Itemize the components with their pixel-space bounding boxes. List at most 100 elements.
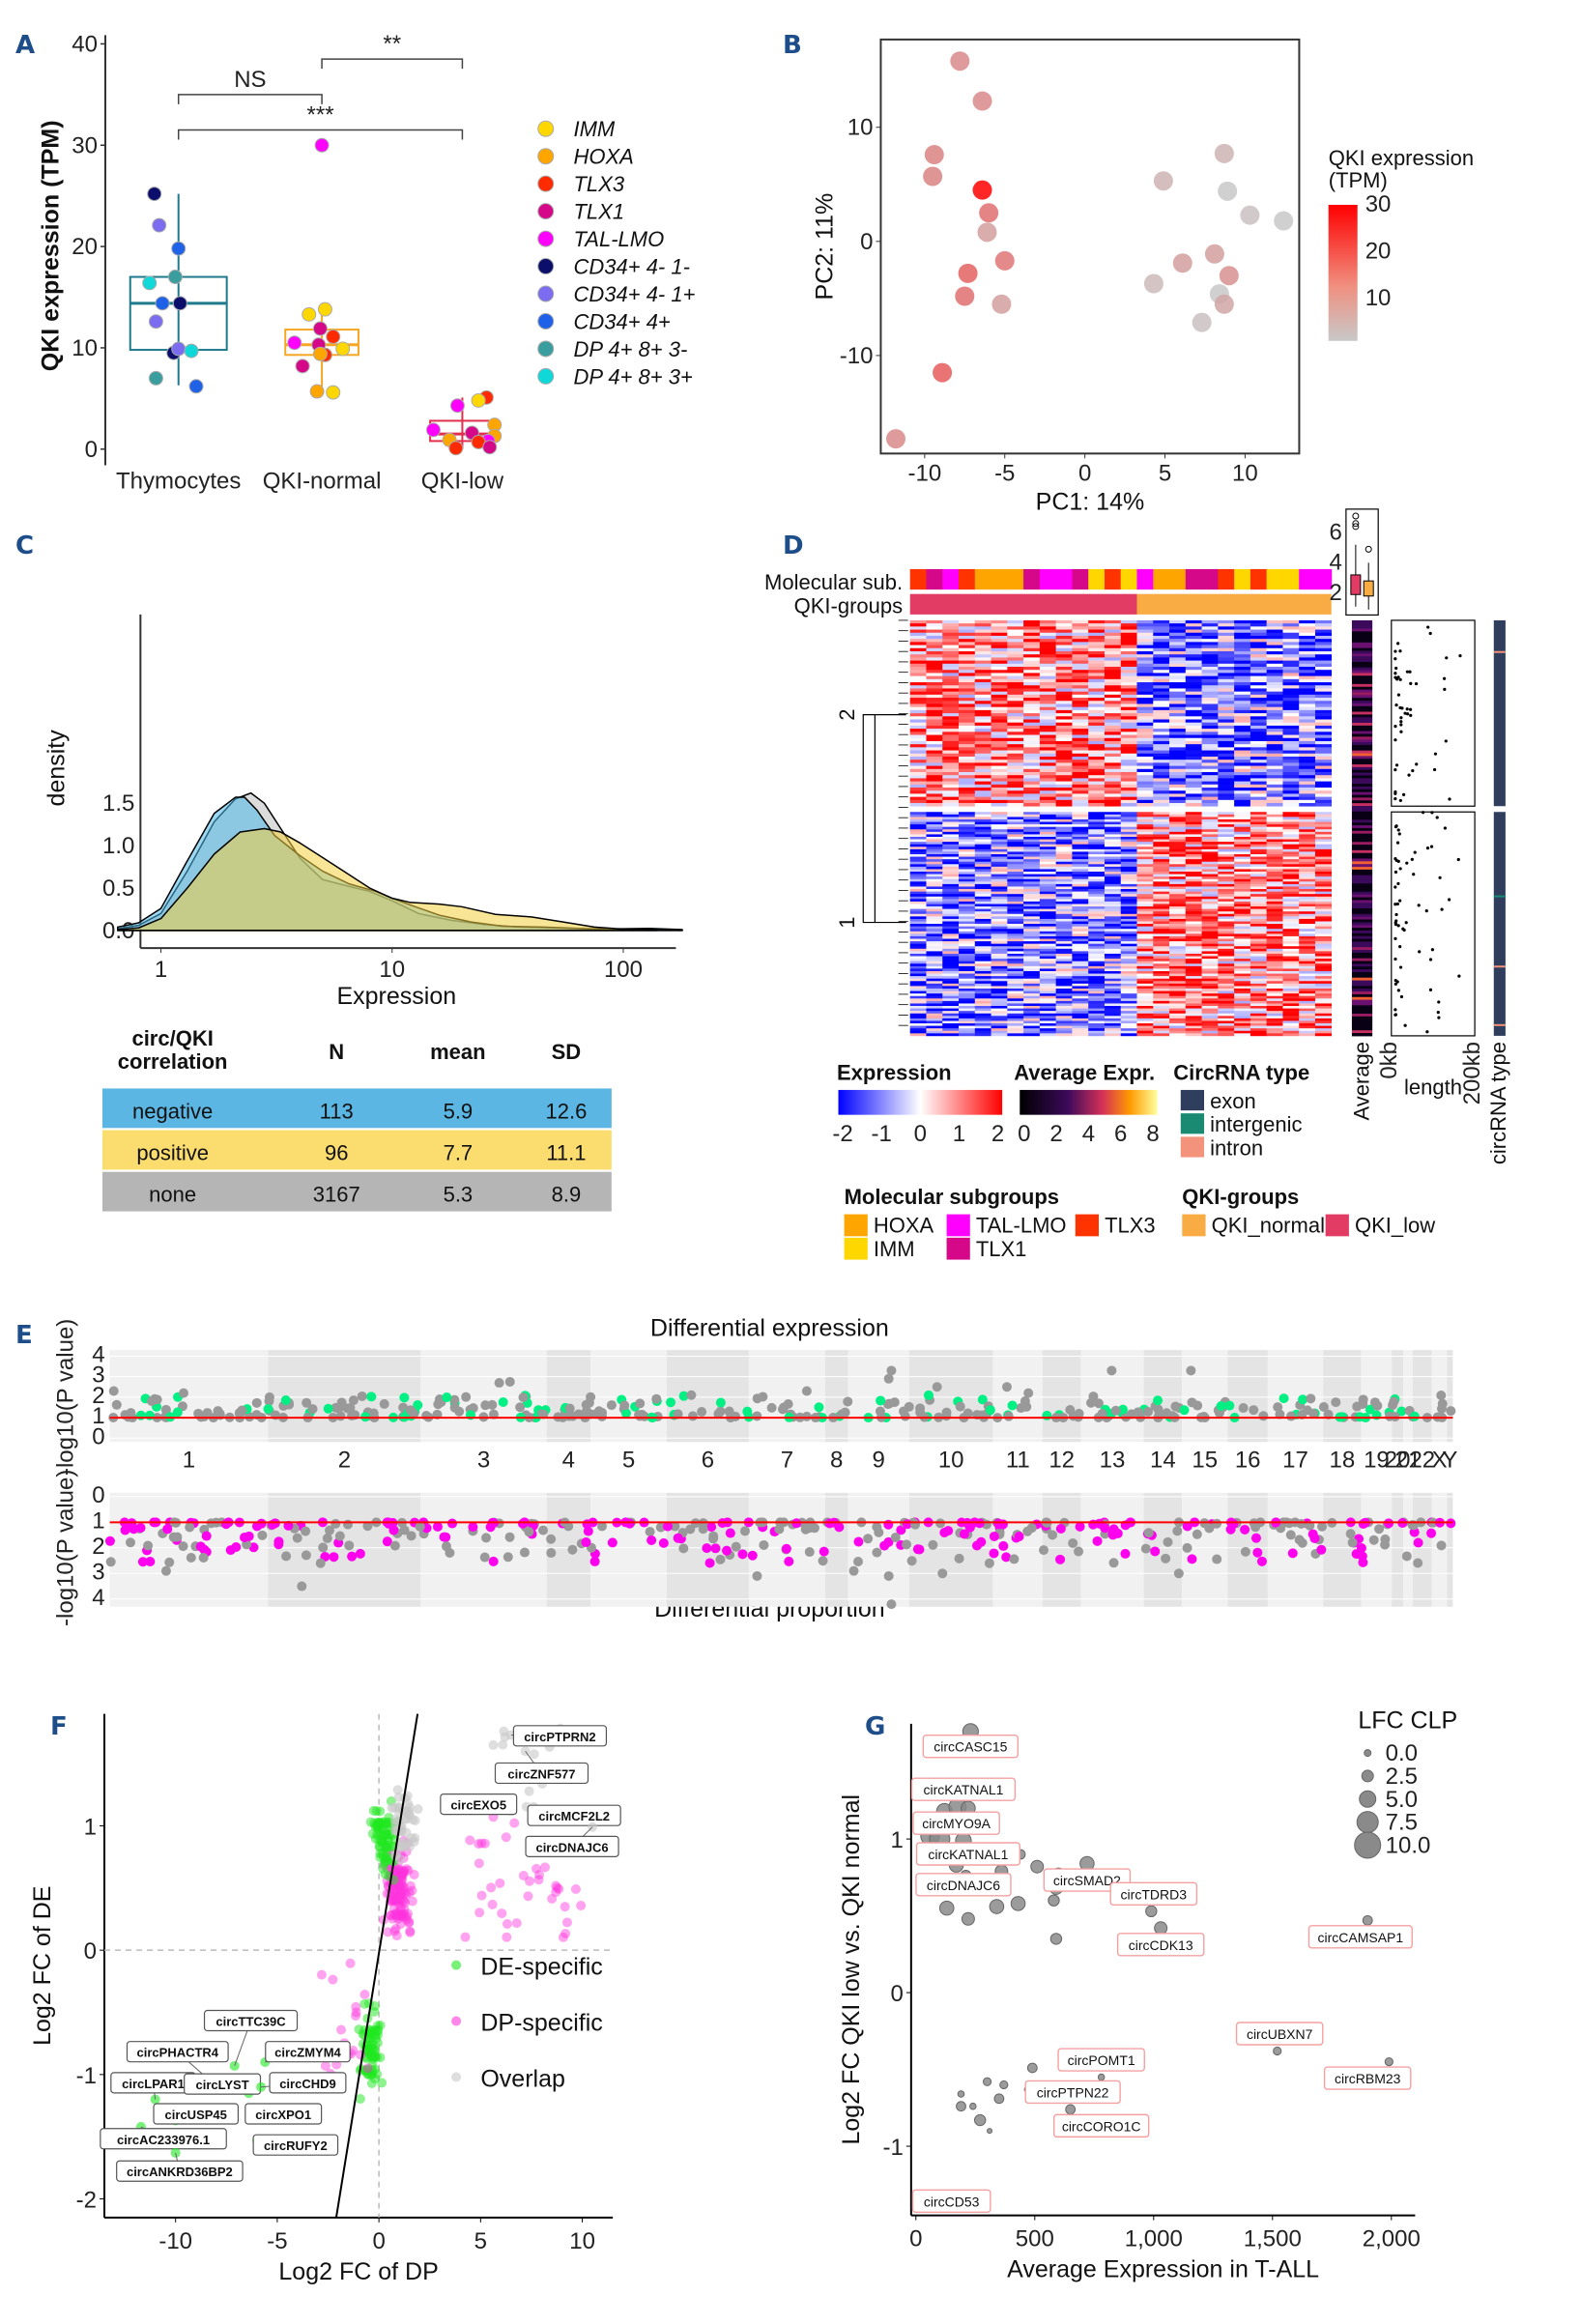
heatmap-cell xyxy=(959,1006,976,1009)
heatmap-cell xyxy=(1104,1016,1122,1019)
heatmap-cell xyxy=(1039,788,1056,791)
heatmap-cell xyxy=(959,632,976,637)
heatmap-cell xyxy=(1201,963,1219,967)
heatmap-cell xyxy=(1088,876,1106,880)
heatmap-cell xyxy=(1104,642,1122,646)
heatmap-cell xyxy=(1185,1033,1202,1037)
heatmap-cell xyxy=(1088,983,1106,987)
heatmap-cell xyxy=(1299,698,1316,702)
heatmap-cell xyxy=(1169,883,1187,887)
heatmap-cell xyxy=(1282,667,1300,671)
legend-expression-tick: -1 xyxy=(872,1121,892,1147)
heatmap-cell xyxy=(1039,799,1056,804)
heatmap-cell xyxy=(1299,866,1316,870)
heatmap-cell xyxy=(1023,924,1041,927)
heatmap-cell xyxy=(1299,632,1316,637)
data-point xyxy=(184,343,199,359)
heatmap-cell xyxy=(1104,938,1122,942)
heatmap-cell xyxy=(1120,961,1137,964)
heatmap-cell xyxy=(1282,943,1300,947)
heatmap-cell xyxy=(1169,709,1187,714)
heatmap-cell xyxy=(1153,951,1170,955)
heatmap-cell xyxy=(1282,978,1300,982)
heatmap-cell xyxy=(1314,948,1333,952)
heatmap-cell xyxy=(1314,1016,1333,1019)
heatmap-cell xyxy=(1072,886,1089,890)
heatmap-cell xyxy=(1185,654,1202,658)
chrom-band-bottom xyxy=(1392,1492,1404,1607)
average-expr-cell xyxy=(1351,695,1373,699)
heatmap-cell xyxy=(1266,826,1283,830)
heatmap-cell xyxy=(1153,1016,1170,1019)
length-point xyxy=(1403,711,1407,715)
top-point xyxy=(442,1392,452,1403)
heatmap-cell xyxy=(1282,869,1300,873)
heatmap-cell xyxy=(1201,642,1219,646)
heatmap-cell xyxy=(1072,990,1089,994)
heatmap-cell xyxy=(1234,876,1251,880)
heatmap-cell xyxy=(1088,632,1106,637)
heatmap-cell xyxy=(909,864,927,868)
heatmap-cell xyxy=(1314,894,1333,898)
heatmap-cell xyxy=(1266,872,1283,875)
heatmap-cell xyxy=(1234,968,1251,972)
chrom-band-bottom xyxy=(1361,1492,1393,1607)
heatmap-cell xyxy=(1055,856,1073,860)
legend-title-circ-type: CircRNA type xyxy=(1173,1060,1309,1084)
heatmap-cell xyxy=(909,788,927,791)
heatmap-cell xyxy=(1072,953,1089,957)
heatmap-cell xyxy=(991,784,1008,789)
heatmap-cell xyxy=(909,894,927,898)
heatmap-cell xyxy=(1104,874,1122,877)
heatmap-cell xyxy=(1169,747,1187,751)
heatmap-cell xyxy=(1055,635,1073,640)
heatmap-cell xyxy=(1266,899,1283,903)
heatmap-cell xyxy=(1039,703,1056,707)
heatmap-cell xyxy=(1072,993,1089,997)
molecular-sub-cell xyxy=(1282,568,1300,590)
heatmap-cell xyxy=(974,1028,991,1032)
heatmap-cell xyxy=(942,803,960,807)
heatmap-cell xyxy=(1023,834,1041,838)
heatmap-cell xyxy=(1136,1011,1154,1015)
heatmap-cell xyxy=(1218,918,1235,922)
length-point xyxy=(1443,826,1448,830)
heatmap-cell xyxy=(1120,626,1137,630)
heatmap-cell xyxy=(1072,632,1089,637)
heatmap-cell xyxy=(1072,719,1089,724)
table-header: mean xyxy=(430,1040,485,1064)
heatmap-cell xyxy=(991,953,1008,957)
heatmap-cell xyxy=(1185,896,1202,900)
colorbar-title-unit: (TPM) xyxy=(1329,168,1388,192)
heatmap-cell xyxy=(974,896,991,900)
heatmap-cell xyxy=(1299,989,1316,991)
heatmap-cell xyxy=(1218,682,1235,686)
heatmap-cell xyxy=(1120,722,1137,727)
heatmap-cell xyxy=(1201,951,1219,955)
legend-swatch xyxy=(537,230,555,247)
heatmap-cell xyxy=(909,995,927,999)
heatmap-cell xyxy=(926,938,943,942)
heatmap-cell xyxy=(959,1018,976,1021)
heatmap-cell xyxy=(1120,762,1137,766)
table-cell: 113 xyxy=(320,1099,354,1123)
top-point xyxy=(1186,1365,1196,1376)
heatmap-cell xyxy=(1023,744,1041,748)
heatmap-cell xyxy=(1007,990,1024,994)
heatmap-cell xyxy=(942,729,960,732)
heatmap-cell xyxy=(909,642,927,646)
heatmap-cell xyxy=(959,896,976,900)
heatmap-cell xyxy=(974,657,991,661)
heatmap-cell xyxy=(1072,824,1089,827)
heatmap-cell xyxy=(1055,725,1073,730)
heatmap-cell xyxy=(1169,973,1187,977)
heatmap-cell xyxy=(909,740,927,745)
length-point xyxy=(1394,666,1398,671)
heatmap-cell xyxy=(1007,891,1024,895)
heatmap-cell xyxy=(1007,883,1024,887)
heatmap-cell xyxy=(1120,856,1137,860)
legend-swatch xyxy=(537,285,555,302)
heatmap-cell xyxy=(942,921,960,925)
plot-frame xyxy=(879,38,1301,455)
top-point xyxy=(504,1376,515,1387)
